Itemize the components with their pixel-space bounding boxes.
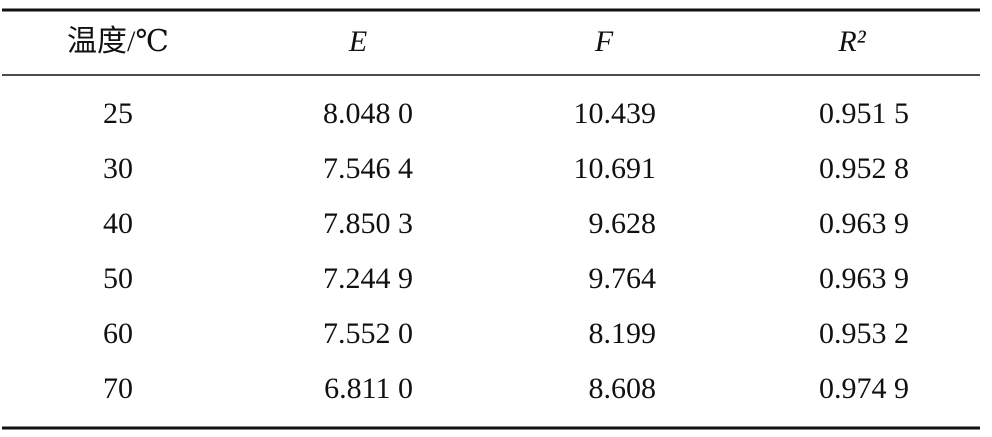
cell: 0.951 5 (819, 97, 909, 130)
cell: 8.608 (589, 372, 657, 405)
cell: 0.952 8 (819, 152, 909, 185)
cell: 8.048 0 (323, 97, 413, 130)
cell: 7.850 3 (323, 207, 413, 240)
cell: 10.439 (574, 97, 657, 130)
cell: 8.199 (589, 317, 657, 350)
cell: 0.963 9 (819, 262, 909, 295)
cell: 25 (103, 97, 133, 130)
cell: 30 (103, 152, 133, 185)
header-cell: R² (837, 25, 866, 58)
cell: 0.953 2 (819, 317, 909, 350)
cell: 0.963 9 (819, 207, 909, 240)
cell: 7.552 0 (323, 317, 413, 350)
cell: 9.628 (589, 207, 657, 240)
cell: 6.811 0 (324, 372, 413, 405)
header-cell: F (594, 25, 614, 58)
cell: 60 (103, 317, 133, 350)
cell: 9.764 (589, 262, 657, 295)
cell: 10.691 (574, 152, 657, 185)
cell: 40 (103, 207, 133, 240)
cell: 0.974 9 (819, 372, 909, 405)
header-cell: 温度/℃ (67, 25, 169, 58)
cell: 50 (103, 262, 133, 295)
cell: 7.546 4 (323, 152, 413, 185)
cell: 7.244 9 (323, 262, 413, 295)
cell: 70 (103, 372, 133, 405)
header-cell: E (348, 25, 367, 58)
